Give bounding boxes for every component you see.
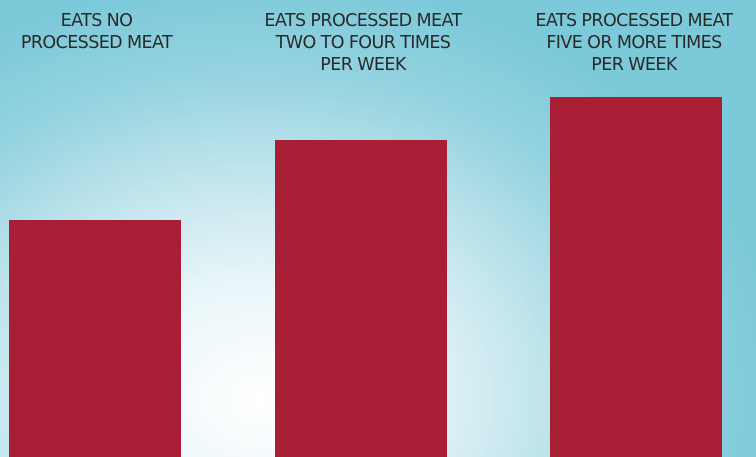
bar-five-or-more-times bbox=[550, 97, 722, 457]
category-label-two-to-four-times: EATS PROCESSED MEAT TWO TO FOUR TIMES PE… bbox=[264, 11, 462, 75]
category-label-no-processed-meat: EATS NO PROCESSED MEAT bbox=[20, 11, 173, 53]
bar-two-to-four-times bbox=[275, 140, 447, 457]
category-label-five-or-more-times: EATS PROCESSED MEAT FIVE OR MORE TIMES P… bbox=[535, 11, 733, 75]
bar-no-processed-meat bbox=[9, 220, 181, 457]
